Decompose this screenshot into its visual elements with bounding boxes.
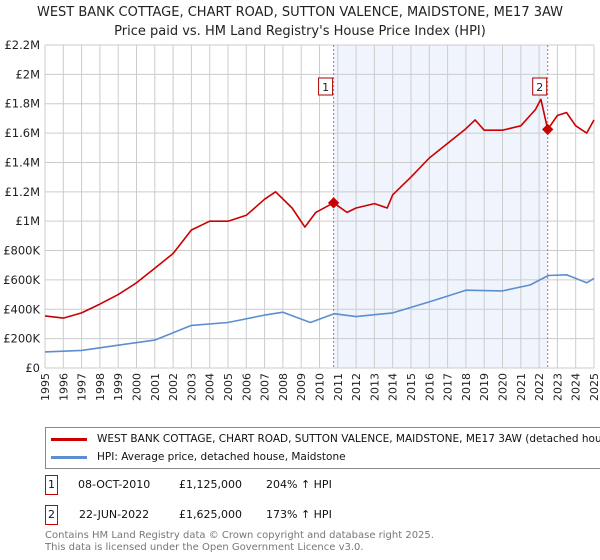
x-tick-label: 2016 — [423, 373, 436, 401]
x-tick-label: 2010 — [314, 373, 327, 401]
chart-title: WEST BANK COTTAGE, CHART ROAD, SUTTON VA… — [36, 5, 564, 20]
legend-label: WEST BANK COTTAGE, CHART ROAD, SUTTON VA… — [97, 433, 600, 445]
legend-item-hpi: HPI: Average price, detached house, Maid… — [46, 449, 346, 465]
x-tick-label: 2020 — [497, 373, 510, 401]
x-tick-label: 2007 — [259, 373, 272, 401]
y-tick-label: £1.8M — [4, 97, 40, 111]
x-tick-label: 2002 — [167, 373, 180, 401]
footer-line: This data is licensed under the Open Gov… — [45, 542, 364, 553]
sale-badge: 2 — [45, 505, 58, 525]
x-tick-label: 2023 — [551, 373, 564, 401]
sale-hpi: 204% ↑ HPI — [266, 478, 332, 491]
y-tick-label: £800K — [3, 244, 40, 258]
x-tick-label: 2019 — [478, 373, 491, 401]
x-tick-label: 2022 — [533, 373, 546, 401]
legend: WEST BANK COTTAGE, CHART ROAD, SUTTON VA… — [45, 427, 600, 469]
y-tick-label: £1M — [15, 214, 40, 228]
x-tick-label: 2012 — [350, 373, 363, 401]
y-tick-label: £200K — [3, 332, 40, 346]
x-tick-label: 1998 — [94, 373, 107, 401]
x-tick-label: 1996 — [57, 373, 70, 401]
x-tick-label: 2024 — [570, 373, 583, 401]
sale-marker-badge — [318, 77, 334, 96]
sale-date: 22-JUN-2022 — [79, 508, 150, 521]
x-tick-label: 2004 — [204, 373, 217, 401]
y-tick-label: £600K — [3, 273, 40, 287]
sale-price: £1,625,000 — [179, 508, 242, 521]
x-tick-label: 2021 — [515, 373, 528, 401]
x-tick-label: 2015 — [405, 373, 418, 401]
x-tick-label: 2009 — [295, 373, 308, 401]
y-tick-label: £0 — [25, 361, 40, 375]
x-tick-label: 2018 — [460, 373, 473, 401]
sale-marker-label: 1 — [322, 81, 329, 94]
x-tick-label: 1995 — [39, 373, 52, 401]
legend-swatch-red — [51, 437, 87, 441]
x-tick-label: 2014 — [387, 373, 400, 401]
x-tick-label: 2011 — [332, 373, 345, 401]
x-tick-label: 2000 — [131, 373, 144, 401]
shaded-period — [333, 45, 548, 368]
chart-subtitle: Price paid vs. HM Land Registry's House … — [114, 24, 486, 39]
sale-price: £1,125,000 — [179, 478, 242, 491]
sale-point — [327, 197, 340, 209]
x-tick-label: 2003 — [185, 373, 198, 401]
x-tick-label: 2006 — [240, 373, 253, 401]
series-line — [44, 273, 595, 353]
x-tick-label: 1997 — [76, 373, 89, 401]
sale-marker-badge — [532, 77, 548, 96]
y-tick-label: £2.2M — [4, 38, 40, 52]
x-tick-label: 2013 — [368, 373, 381, 401]
legend-label: HPI: Average price, detached house, Maid… — [97, 451, 346, 463]
x-tick-label: 2005 — [222, 373, 235, 401]
sale-badge: 1 — [45, 475, 58, 495]
x-tick-label: 2001 — [149, 373, 162, 401]
x-tick-label: 2017 — [442, 373, 455, 401]
footer: Contains HM Land Registry data © Crown c… — [45, 530, 434, 554]
series-line — [44, 98, 595, 319]
y-tick-label: £400K — [3, 302, 40, 316]
y-tick-label: £1.2M — [4, 185, 40, 199]
footer-line: Contains HM Land Registry data © Crown c… — [45, 530, 434, 541]
x-tick-label: 2025 — [588, 373, 600, 401]
legend-item-property: WEST BANK COTTAGE, CHART ROAD, SUTTON VA… — [46, 431, 600, 447]
y-tick-label: £1.6M — [4, 126, 40, 140]
x-tick-label: 2008 — [277, 373, 290, 401]
sale-date: 08-OCT-2010 — [78, 478, 151, 491]
sale-marker-label: 2 — [536, 81, 543, 94]
y-tick-label: £2M — [15, 67, 40, 81]
legend-swatch-blue — [51, 455, 87, 459]
y-tick-label: £1.4M — [4, 155, 40, 169]
sale-hpi: 173% ↑ HPI — [266, 508, 332, 521]
price-chart: 1995 1996 1997 1998 1999 2000 2001 2002 2003 2004… — [3, 38, 600, 401]
x-tick-label: 1999 — [112, 373, 125, 401]
